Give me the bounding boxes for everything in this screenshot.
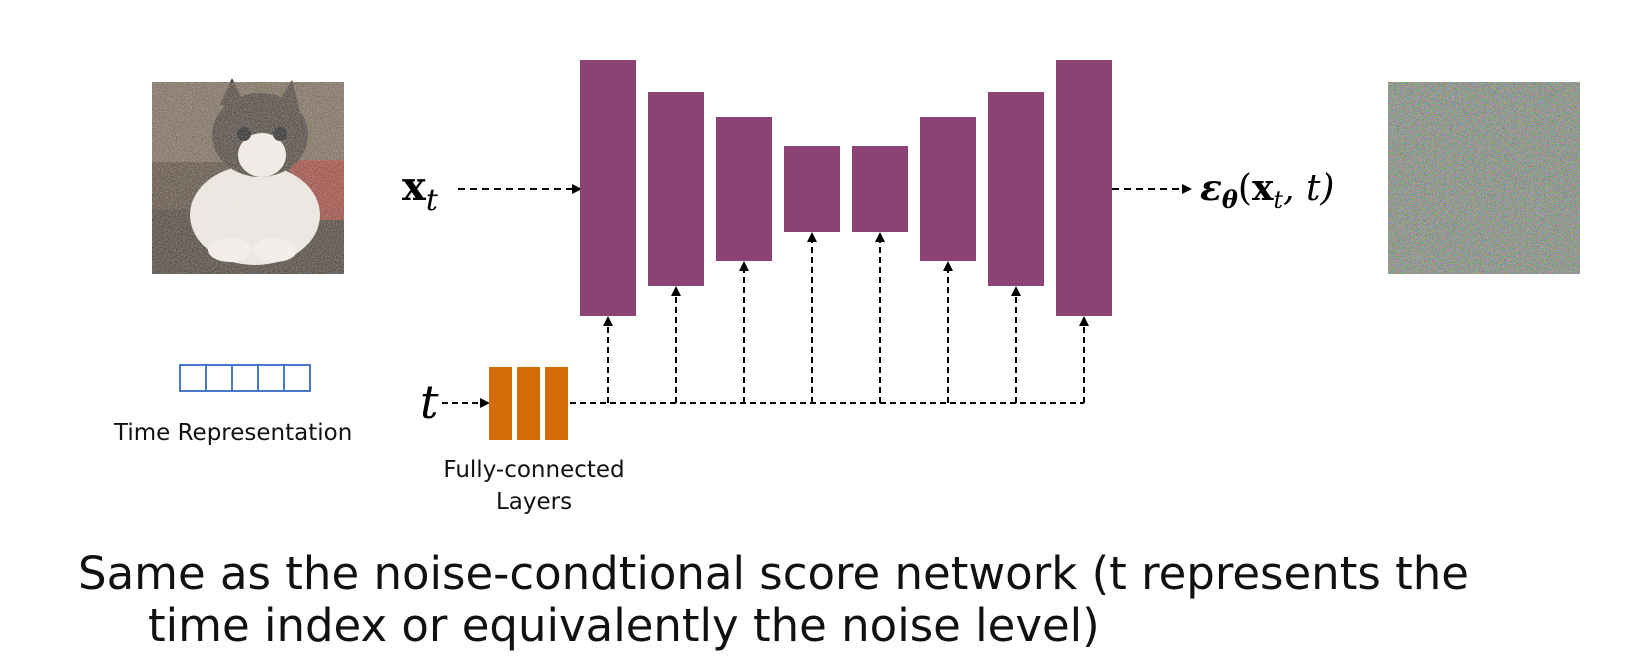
- unet-block-6: [920, 117, 976, 261]
- time-input-label: t: [420, 375, 439, 429]
- unet-block-7: [988, 92, 1044, 286]
- fc-label-line2: Layers: [496, 489, 572, 515]
- noisy-cat-image: [152, 78, 344, 274]
- unet-block-4: [784, 146, 840, 232]
- fc-layer-1: [489, 367, 512, 440]
- fc-label-line1: Fully-connected: [443, 457, 624, 483]
- caption-line-1: Same as the noise-condtional score netwo…: [78, 547, 1469, 600]
- fc-layer-3: [545, 367, 568, 440]
- time-representation-label: Time Representation: [113, 420, 352, 446]
- fc-layer-2: [517, 367, 540, 440]
- unet-block-2: [648, 92, 704, 286]
- output-epsilon-label: εθ(xt, t): [1200, 167, 1334, 214]
- unet-diagram: xt εθ(xt, t) Time Representation t Fully…: [113, 60, 1580, 515]
- caption: Same as the noise-condtional score netwo…: [78, 548, 1618, 652]
- caption-line-2: time index or equivalently the noise lev…: [148, 599, 1100, 652]
- fully-connected-layers: [489, 367, 568, 440]
- unet-block-8: [1056, 60, 1112, 316]
- input-xt-label: xt: [402, 163, 439, 218]
- time-representation-vector: [179, 364, 311, 392]
- unet-block-1: [580, 60, 636, 316]
- unet-block-5: [852, 146, 908, 232]
- noise-image: [1388, 82, 1580, 274]
- unet-blocks: [580, 60, 1112, 316]
- unet-block-3: [716, 117, 772, 261]
- time-embedding-arrows: [603, 232, 1089, 403]
